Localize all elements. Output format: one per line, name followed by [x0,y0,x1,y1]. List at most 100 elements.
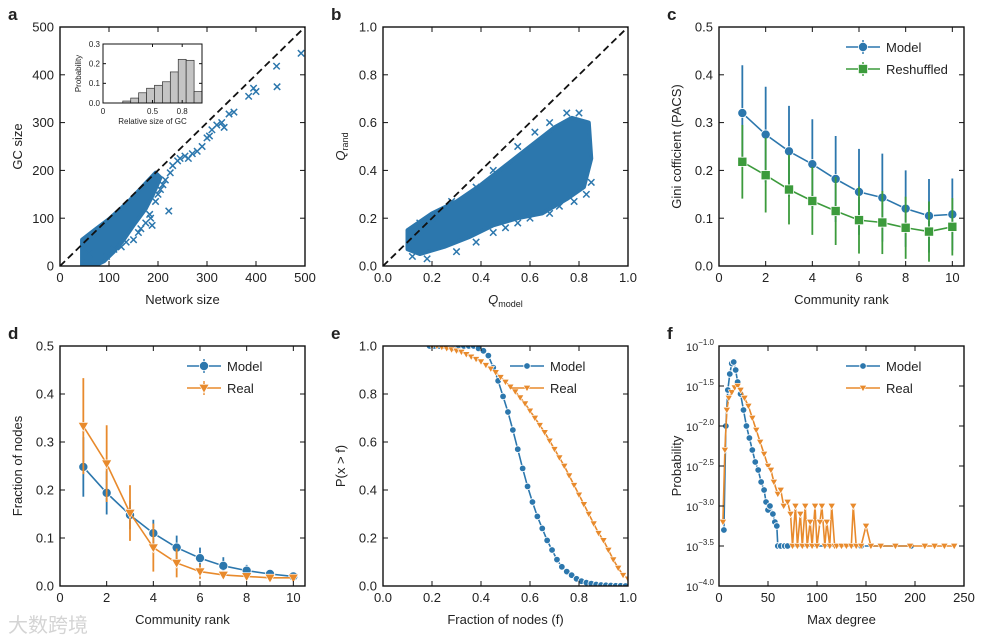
x-axis-label: Community rank [794,292,889,307]
x-tick-label: 4 [150,590,157,605]
y-tick-label: 0.6 [359,115,377,130]
marker-triangle-down [783,499,792,507]
marker-x [159,181,167,189]
x-tick-label: 0 [56,270,63,285]
marker-circle [514,445,522,453]
x-tick-label: 1.0 [619,270,637,285]
y-tick-label: 0.8 [359,67,377,82]
marker-triangle-down [891,543,900,551]
marker-square [830,206,841,217]
y-tick-label: 10−2.0 [686,418,715,434]
marker-triangle-down [614,565,623,573]
marker-triangle-down [722,407,731,415]
series-real [429,346,628,584]
marker-x [447,197,456,206]
marker-triangle-down [501,379,510,387]
x-tick-label: 200 [904,590,926,605]
marker-square [858,64,869,75]
marker-circle [194,553,205,564]
y-tick-label: 0.4 [695,67,713,82]
watermark: 大数跨境 [8,614,88,637]
marker-triangle-down [756,439,765,447]
series-line [432,346,628,580]
x-tick-label: 2 [103,590,110,605]
y-tick-label: 0.2 [359,211,377,226]
marker-circle [509,426,517,434]
x-axis-label: Max degree [807,612,876,627]
histogram-bar [146,87,155,104]
marker-triangle-down [807,543,817,551]
marker-x [151,197,160,206]
marker-x [501,224,510,232]
marker-triangle-down [579,501,589,509]
marker-circle [621,582,628,586]
y-tick-label: 0.1 [89,79,101,88]
marker-x [166,169,174,177]
x-tick-label: 0.6 [521,590,539,605]
marker-x [563,109,571,117]
plot-area [425,346,628,586]
marker-circle [760,486,768,494]
marker-triangle-down [920,543,929,551]
panel-a: a 0 100 200 300 400 500 0 100 200 300 400 500 Network… [8,5,316,307]
x-tick-label: 0.0 [374,270,392,285]
marker-triangle-down [560,463,569,471]
marker-circle [523,482,532,491]
x-tick-label: 200 [147,270,169,285]
marker-triangle-down [550,446,559,454]
marker-x [230,108,238,116]
marker-triangle-down [241,572,253,583]
plot-frame [718,26,965,267]
marker-triangle-down [856,543,866,551]
marker-x [587,178,595,187]
marker-x [213,121,221,129]
x-tick-label: 1.0 [619,590,637,605]
x-tick-label: 2 [762,270,769,285]
marker-square [737,156,748,167]
x-tick-label: 10 [945,270,959,285]
marker-square [877,217,888,228]
plot-frame [59,345,306,587]
series-line [741,112,953,217]
marker-x [156,185,165,194]
marker-x [145,210,154,219]
marker-triangle-down [584,511,593,519]
marker-square [900,222,911,233]
marker-circle [198,360,209,371]
marker-triangle-down [837,543,846,551]
marker-triangle-down [569,482,579,490]
marker-triangle-down [77,422,89,432]
y-tick-label: 100 [32,211,54,226]
series-model [78,437,299,582]
y-tick-label: 10−1.0 [686,338,715,354]
y-tick-label: 0.3 [89,40,101,49]
legend: Model Reshuffled [846,40,948,77]
marker-triangle-down [486,365,495,374]
x-tick-label: 150 [855,590,877,605]
y-tick-label: 0.1 [36,531,54,546]
legend-label-real: Real [550,381,577,396]
panel-f: f Model Real 0 50 100 150 200 250 10−4.0 10−3.5 10−… [667,324,975,627]
marker-circle [726,370,734,378]
marker-triangle-down [817,503,827,511]
marker-triangle-down [876,543,885,551]
marker-triangle-down [481,362,491,370]
y-tick-label: 0.4 [359,483,377,498]
marker-triangle-down [950,543,959,551]
marker-x [244,92,253,101]
y-tick-label: 0.0 [359,259,377,274]
marker-triangle-down [217,570,229,581]
histogram-bar [138,92,147,104]
marker-triangle-down [752,427,761,435]
marker-triangle-down [763,463,773,471]
marker-x [489,166,497,175]
y-tick-label: 0.5 [695,20,713,35]
marker-triangle-down [815,519,825,527]
marker-triangle-down [788,543,797,551]
y-tick-label: 400 [32,67,54,82]
x-tick-label: 250 [953,590,975,605]
y-tick-label: 0.2 [89,59,101,68]
y-tick-label: 0.5 [36,339,54,354]
marker-circle [784,146,795,157]
marker-triangle-down [905,543,915,551]
